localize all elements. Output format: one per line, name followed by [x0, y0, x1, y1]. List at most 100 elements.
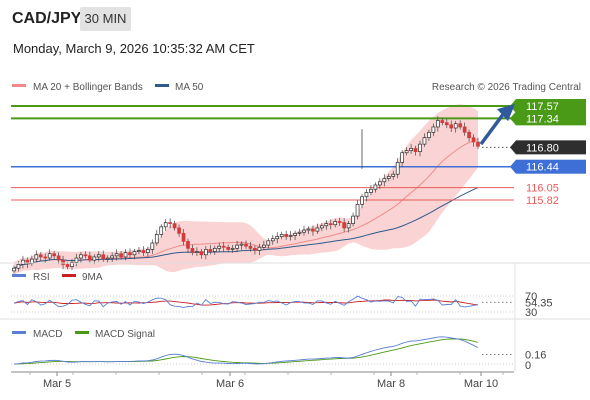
rsi-line	[13, 295, 479, 308]
candle-body	[150, 242, 155, 250]
candle-body	[369, 188, 373, 193]
candle-body	[346, 223, 351, 229]
legend-swatch-macd	[12, 331, 26, 334]
candle-body	[74, 257, 79, 263]
rsi-value-label: 54.35	[525, 297, 553, 309]
legend-rsi-ma-label: 9MA	[82, 272, 103, 283]
candle-body	[168, 222, 173, 224]
candle-body	[101, 254, 106, 260]
candle-body	[221, 245, 226, 248]
candle-body	[476, 141, 480, 147]
timeframe-badge[interactable]: 30 MIN	[80, 7, 131, 31]
candle-body	[230, 247, 235, 250]
candle-body	[47, 253, 52, 259]
candle-body	[239, 243, 244, 246]
legend-macd-label: MACD	[33, 329, 62, 340]
candle-body	[199, 251, 204, 256]
candle-body	[435, 120, 440, 128]
candle-body	[355, 203, 360, 217]
level-tag-resistance	[516, 111, 586, 126]
candle-body	[190, 247, 195, 253]
candle-body	[284, 234, 289, 237]
candle-body	[70, 261, 74, 267]
candle-body	[43, 256, 48, 259]
candle-body	[186, 241, 190, 249]
candle-body	[87, 255, 92, 261]
candle-body	[422, 137, 427, 145]
candle-body	[123, 252, 128, 258]
candle-body	[177, 227, 181, 234]
candle-body	[92, 256, 97, 261]
level-tag-pointer	[510, 159, 516, 174]
level-label-current: 116.80	[526, 142, 559, 154]
level-tag-resistance	[516, 99, 586, 113]
candle-body	[195, 251, 199, 253]
candle-body	[297, 231, 302, 234]
candle-body	[217, 245, 222, 249]
candle-body	[462, 126, 467, 133]
legend-macd-signal-label: MACD Signal	[95, 329, 155, 340]
candle-body	[315, 227, 320, 232]
candle-body	[128, 252, 132, 256]
candle-body	[391, 173, 396, 177]
candle-body	[79, 254, 83, 259]
candle-body	[409, 148, 413, 151]
x-axis-tick-label: Mar 10	[464, 378, 498, 390]
candle-body	[253, 247, 257, 251]
candle-body	[83, 254, 88, 257]
candle-body	[56, 255, 61, 261]
projection-arrow-shaft	[479, 112, 506, 146]
candle-body	[458, 123, 463, 128]
bollinger-band	[14, 104, 478, 275]
level-label-resistance: 117.57	[526, 101, 559, 113]
candle-body	[257, 246, 262, 251]
candle-body	[163, 222, 168, 228]
candle-body	[386, 176, 391, 179]
legend-swatch-rsi	[12, 274, 26, 277]
legend-swatch-macd-signal	[75, 331, 89, 334]
candle-body	[244, 243, 248, 247]
rsi-tick-label: 70	[525, 291, 537, 303]
pair-title: CAD/JPY	[12, 10, 82, 27]
legend-swatch-ma50	[155, 84, 169, 87]
level-label-resistance: 117.34	[526, 113, 559, 125]
candle-body	[226, 246, 231, 250]
legend-swatch-ma20	[12, 84, 26, 87]
candle-body	[34, 254, 39, 260]
candle-body	[302, 229, 306, 233]
candle-body	[400, 152, 405, 163]
candle-body	[319, 225, 324, 229]
candle-body	[279, 234, 284, 237]
copyright-label: Research © 2026 Trading Central	[432, 82, 581, 93]
level-tag-pointer	[510, 111, 516, 126]
candle-body	[132, 251, 137, 256]
candle-body	[203, 249, 208, 256]
level-label-pivot: 116.44	[526, 162, 559, 174]
level-tag-pointer	[510, 140, 516, 155]
candle-body	[16, 264, 21, 269]
candle-body	[159, 226, 164, 235]
x-axis-tick-label: Mar 5	[43, 378, 71, 390]
candle-body	[311, 228, 315, 232]
candle-body	[444, 122, 449, 126]
candle-body	[395, 162, 400, 175]
rsi-tick-label: 30	[525, 307, 537, 319]
candle-body	[110, 255, 115, 259]
candle-body	[52, 253, 57, 257]
candle-body	[208, 249, 213, 252]
candle-body	[172, 223, 177, 229]
macd-value-label: 0.16	[525, 349, 546, 361]
projection-arrow-head	[497, 104, 515, 122]
level-label-support: 115.82	[526, 195, 559, 207]
candle-body	[293, 232, 297, 236]
candle-body	[154, 234, 159, 244]
x-axis-tick-label: Mar 8	[377, 378, 405, 390]
datetime-label: Monday, March 9, 2026 10:35:32 AM CET	[13, 41, 255, 56]
candle-body	[248, 245, 253, 249]
legend-ma20-label: MA 20 + Bollinger Bands	[33, 82, 143, 93]
candle-body	[342, 222, 347, 229]
candle-body	[275, 236, 280, 240]
